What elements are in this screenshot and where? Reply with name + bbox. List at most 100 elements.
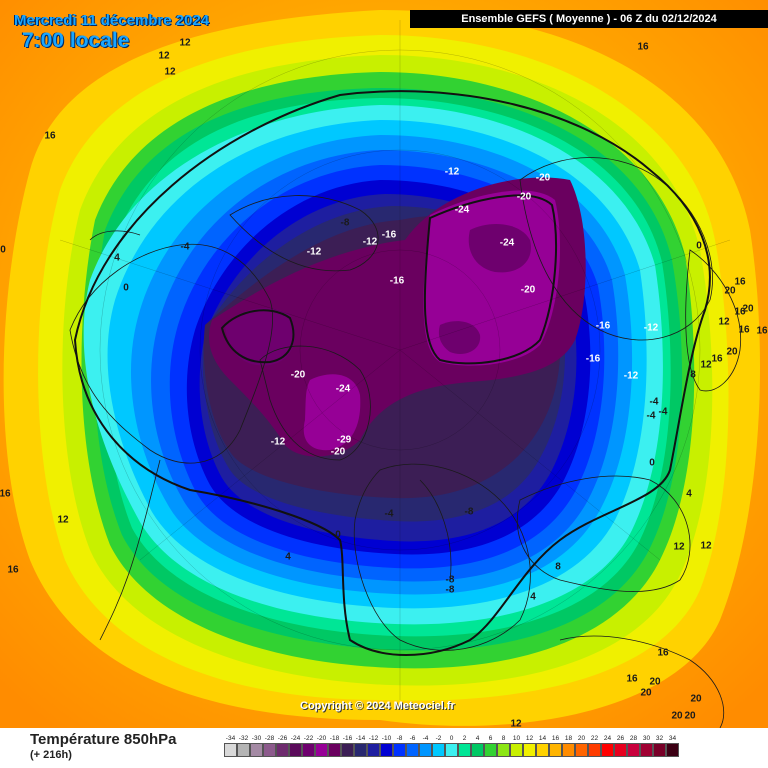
isotherm-label: 12	[700, 541, 712, 552]
forecast-lead: (+ 216h)	[30, 749, 72, 761]
isotherm-label: -24	[455, 205, 470, 216]
run-info: Ensemble GEFS ( Moyenne ) - 06 Z du 02/1…	[410, 10, 768, 28]
isotherm-label: 16	[637, 42, 649, 53]
isotherm-label: 16	[44, 131, 56, 142]
field-title: Température 850hPa	[30, 731, 177, 748]
legend-swatch	[536, 743, 549, 757]
isotherm-label: 20	[684, 711, 696, 722]
temperature-map: -12 -20 -20 -24 -24 -20 -8 -12 -16 -12 -16 -4 4 0 -16-…	[0, 0, 768, 728]
isotherm-label: 12	[673, 542, 685, 553]
isotherm-label: -4	[659, 407, 668, 418]
isotherm-label: 16	[657, 648, 669, 659]
legend-label: -8	[396, 735, 403, 742]
isotherm-label: -12	[644, 323, 659, 334]
legend-swatch	[393, 743, 406, 757]
legend-item: -8	[393, 734, 406, 757]
isotherm-label: -8	[446, 585, 455, 596]
isotherm-label: 16	[734, 307, 746, 318]
contour-labels: -12-20-20-24-24-20-8-12-16-12-16-440-16-…	[0, 38, 768, 728]
isotherm-label: -20	[517, 192, 532, 203]
legend-item: 10	[510, 734, 523, 757]
legend-swatch	[575, 743, 588, 757]
legend-swatch	[354, 743, 367, 757]
legend-swatch	[328, 743, 341, 757]
legend-swatch	[250, 743, 263, 757]
legend-label: 22	[590, 735, 599, 742]
legend-swatch	[510, 743, 523, 757]
graticule	[59, 20, 731, 700]
isotherm-label: 16	[738, 325, 750, 336]
legend-item: -26	[276, 734, 289, 757]
legend-label: -12	[368, 735, 379, 742]
isotherm-label: 0	[335, 530, 341, 541]
legend-swatch	[588, 743, 601, 757]
isotherm-label: 4	[530, 592, 536, 603]
band-minus22-c	[438, 321, 481, 355]
legend-item: -10	[380, 734, 393, 757]
legend-swatch	[380, 743, 393, 757]
legend-item: -22	[302, 734, 315, 757]
valid-time: Mercredi 11 décembre 2024 7:00 locale	[14, 12, 209, 53]
legend-swatch	[484, 743, 497, 757]
isotherm-label: -20	[536, 173, 551, 184]
legend-item: -12	[367, 734, 380, 757]
forecast-time: 7:00 locale	[22, 29, 130, 52]
legend-label: 6	[488, 735, 493, 742]
isotherm-label: -16	[382, 230, 397, 241]
isotherm-label: -16	[586, 354, 601, 365]
legend-swatch	[289, 743, 302, 757]
legend-item: -16	[341, 734, 354, 757]
legend-item: 6	[484, 734, 497, 757]
isotherm-label: 20	[724, 286, 736, 297]
isotherm-label: 16	[7, 565, 19, 576]
legend-swatch	[471, 743, 484, 757]
legend-label: -24	[290, 735, 301, 742]
isotherm-label: -20	[331, 447, 346, 458]
isotherm-label: 0	[649, 458, 655, 469]
legend-label: -28	[264, 735, 275, 742]
legend-item: -2	[432, 734, 445, 757]
legend-item: 18	[562, 734, 575, 757]
legend-label: -32	[238, 735, 249, 742]
legend-item: 24	[601, 734, 614, 757]
legend-item: 20	[575, 734, 588, 757]
isotherm-label: -8	[465, 507, 474, 518]
footer: Température 850hPa (+ 216h) -34 -32 -30 -28…	[0, 728, 768, 768]
legend-swatch	[419, 743, 432, 757]
map-canvas: -12-20-20-24-24-20-8-12-16-12-16-440-16-…	[0, 0, 768, 728]
isotherm-label: 4	[285, 552, 291, 563]
legend-label: -6	[409, 735, 416, 742]
legend-label: -30	[251, 735, 262, 742]
legend-label: -2	[435, 735, 442, 742]
legend-swatch	[406, 743, 419, 757]
legend-label: 2	[462, 735, 467, 742]
legend-label: -18	[329, 735, 340, 742]
legend-swatch	[627, 743, 640, 757]
legend-item: -4	[419, 734, 432, 757]
isotherm-label: 16	[711, 354, 723, 365]
legend-swatch	[666, 743, 679, 757]
isotherm-label: 0	[696, 241, 702, 252]
legend-label: -4	[422, 735, 429, 742]
legend-swatch	[315, 743, 328, 757]
isotherm-label: -8	[446, 575, 455, 586]
isotherm-label: -12	[624, 371, 639, 382]
isotherm-label: 16	[0, 489, 11, 500]
isotherm-label: -4	[385, 509, 394, 520]
legend-label: -22	[303, 735, 314, 742]
legend-label: 16	[551, 735, 560, 742]
isotherm-label: 4	[114, 253, 120, 264]
coastlines	[69, 157, 742, 728]
isotherm-label: -24	[500, 238, 515, 249]
isotherm-label: -29	[337, 435, 352, 446]
legend-swatch	[601, 743, 614, 757]
isotherm-label: 8	[690, 370, 696, 381]
isotherm-label: -4	[181, 242, 190, 253]
legend-label: 12	[525, 735, 534, 742]
isotherm-label: 20	[690, 694, 702, 705]
legend-label: 20	[577, 735, 586, 742]
legend-item: -24	[289, 734, 302, 757]
legend-label: -34	[225, 735, 236, 742]
isotherm-label: -12	[445, 167, 460, 178]
legend-swatch	[367, 743, 380, 757]
